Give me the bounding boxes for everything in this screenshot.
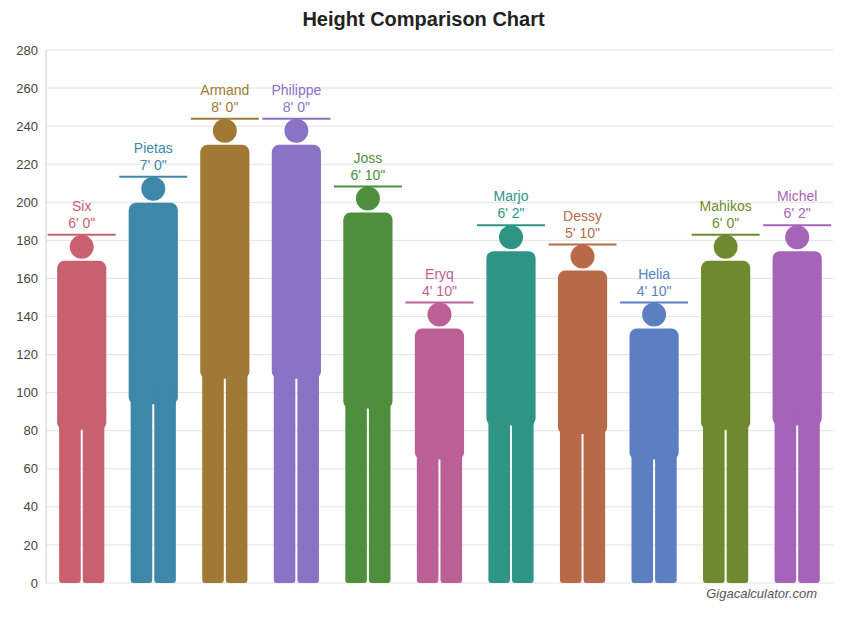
svg-text:6' 10": 6' 10" [350,167,385,183]
svg-text:Philippe: Philippe [271,82,321,98]
html-text:Height Comparison Chart: Height Comparison Chart [302,8,545,30]
svg-text:6' 2": 6' 2" [497,205,524,221]
svg-text:4' 10": 4' 10" [637,283,672,299]
svg-text:Helia: Helia [638,266,670,282]
svg-text:80: 80 [24,423,38,438]
svg-text:220: 220 [16,157,38,172]
svg-text:Six: Six [72,198,91,214]
svg-text:120: 120 [16,347,38,362]
svg-text:8' 0": 8' 0" [211,99,238,115]
svg-text:4' 10": 4' 10" [422,283,457,299]
svg-text:Joss: Joss [354,150,383,166]
svg-text:200: 200 [16,195,38,210]
svg-text:Dessy: Dessy [563,208,602,224]
svg-text:240: 240 [16,119,38,134]
svg-text:280: 280 [16,43,38,58]
svg-text:20: 20 [24,538,38,553]
svg-text:6' 0": 6' 0" [712,215,739,231]
svg-text:60: 60 [24,461,38,476]
svg-text:6' 0": 6' 0" [68,215,95,231]
svg-text:Armand: Armand [200,82,249,98]
html-text:Gigacalculator.com: Gigacalculator.com [706,586,817,601]
svg-text:40: 40 [24,499,38,514]
svg-text:Eryq: Eryq [425,266,454,282]
svg-text:160: 160 [16,271,38,286]
svg-text:Marjo: Marjo [493,188,528,204]
svg-text:6' 2": 6' 2" [784,205,811,221]
svg-text:180: 180 [16,233,38,248]
svg-text:Pietas: Pietas [134,140,173,156]
svg-text:5' 10": 5' 10" [565,225,600,241]
svg-text:Michel: Michel [777,188,817,204]
svg-text:8' 0": 8' 0" [283,99,310,115]
svg-text:7' 0": 7' 0" [140,157,167,173]
svg-text:260: 260 [16,81,38,96]
svg-text:100: 100 [16,385,38,400]
svg-text:Mahikos: Mahikos [700,198,752,214]
svg-text:140: 140 [16,309,38,324]
svg-text:0: 0 [31,576,38,591]
